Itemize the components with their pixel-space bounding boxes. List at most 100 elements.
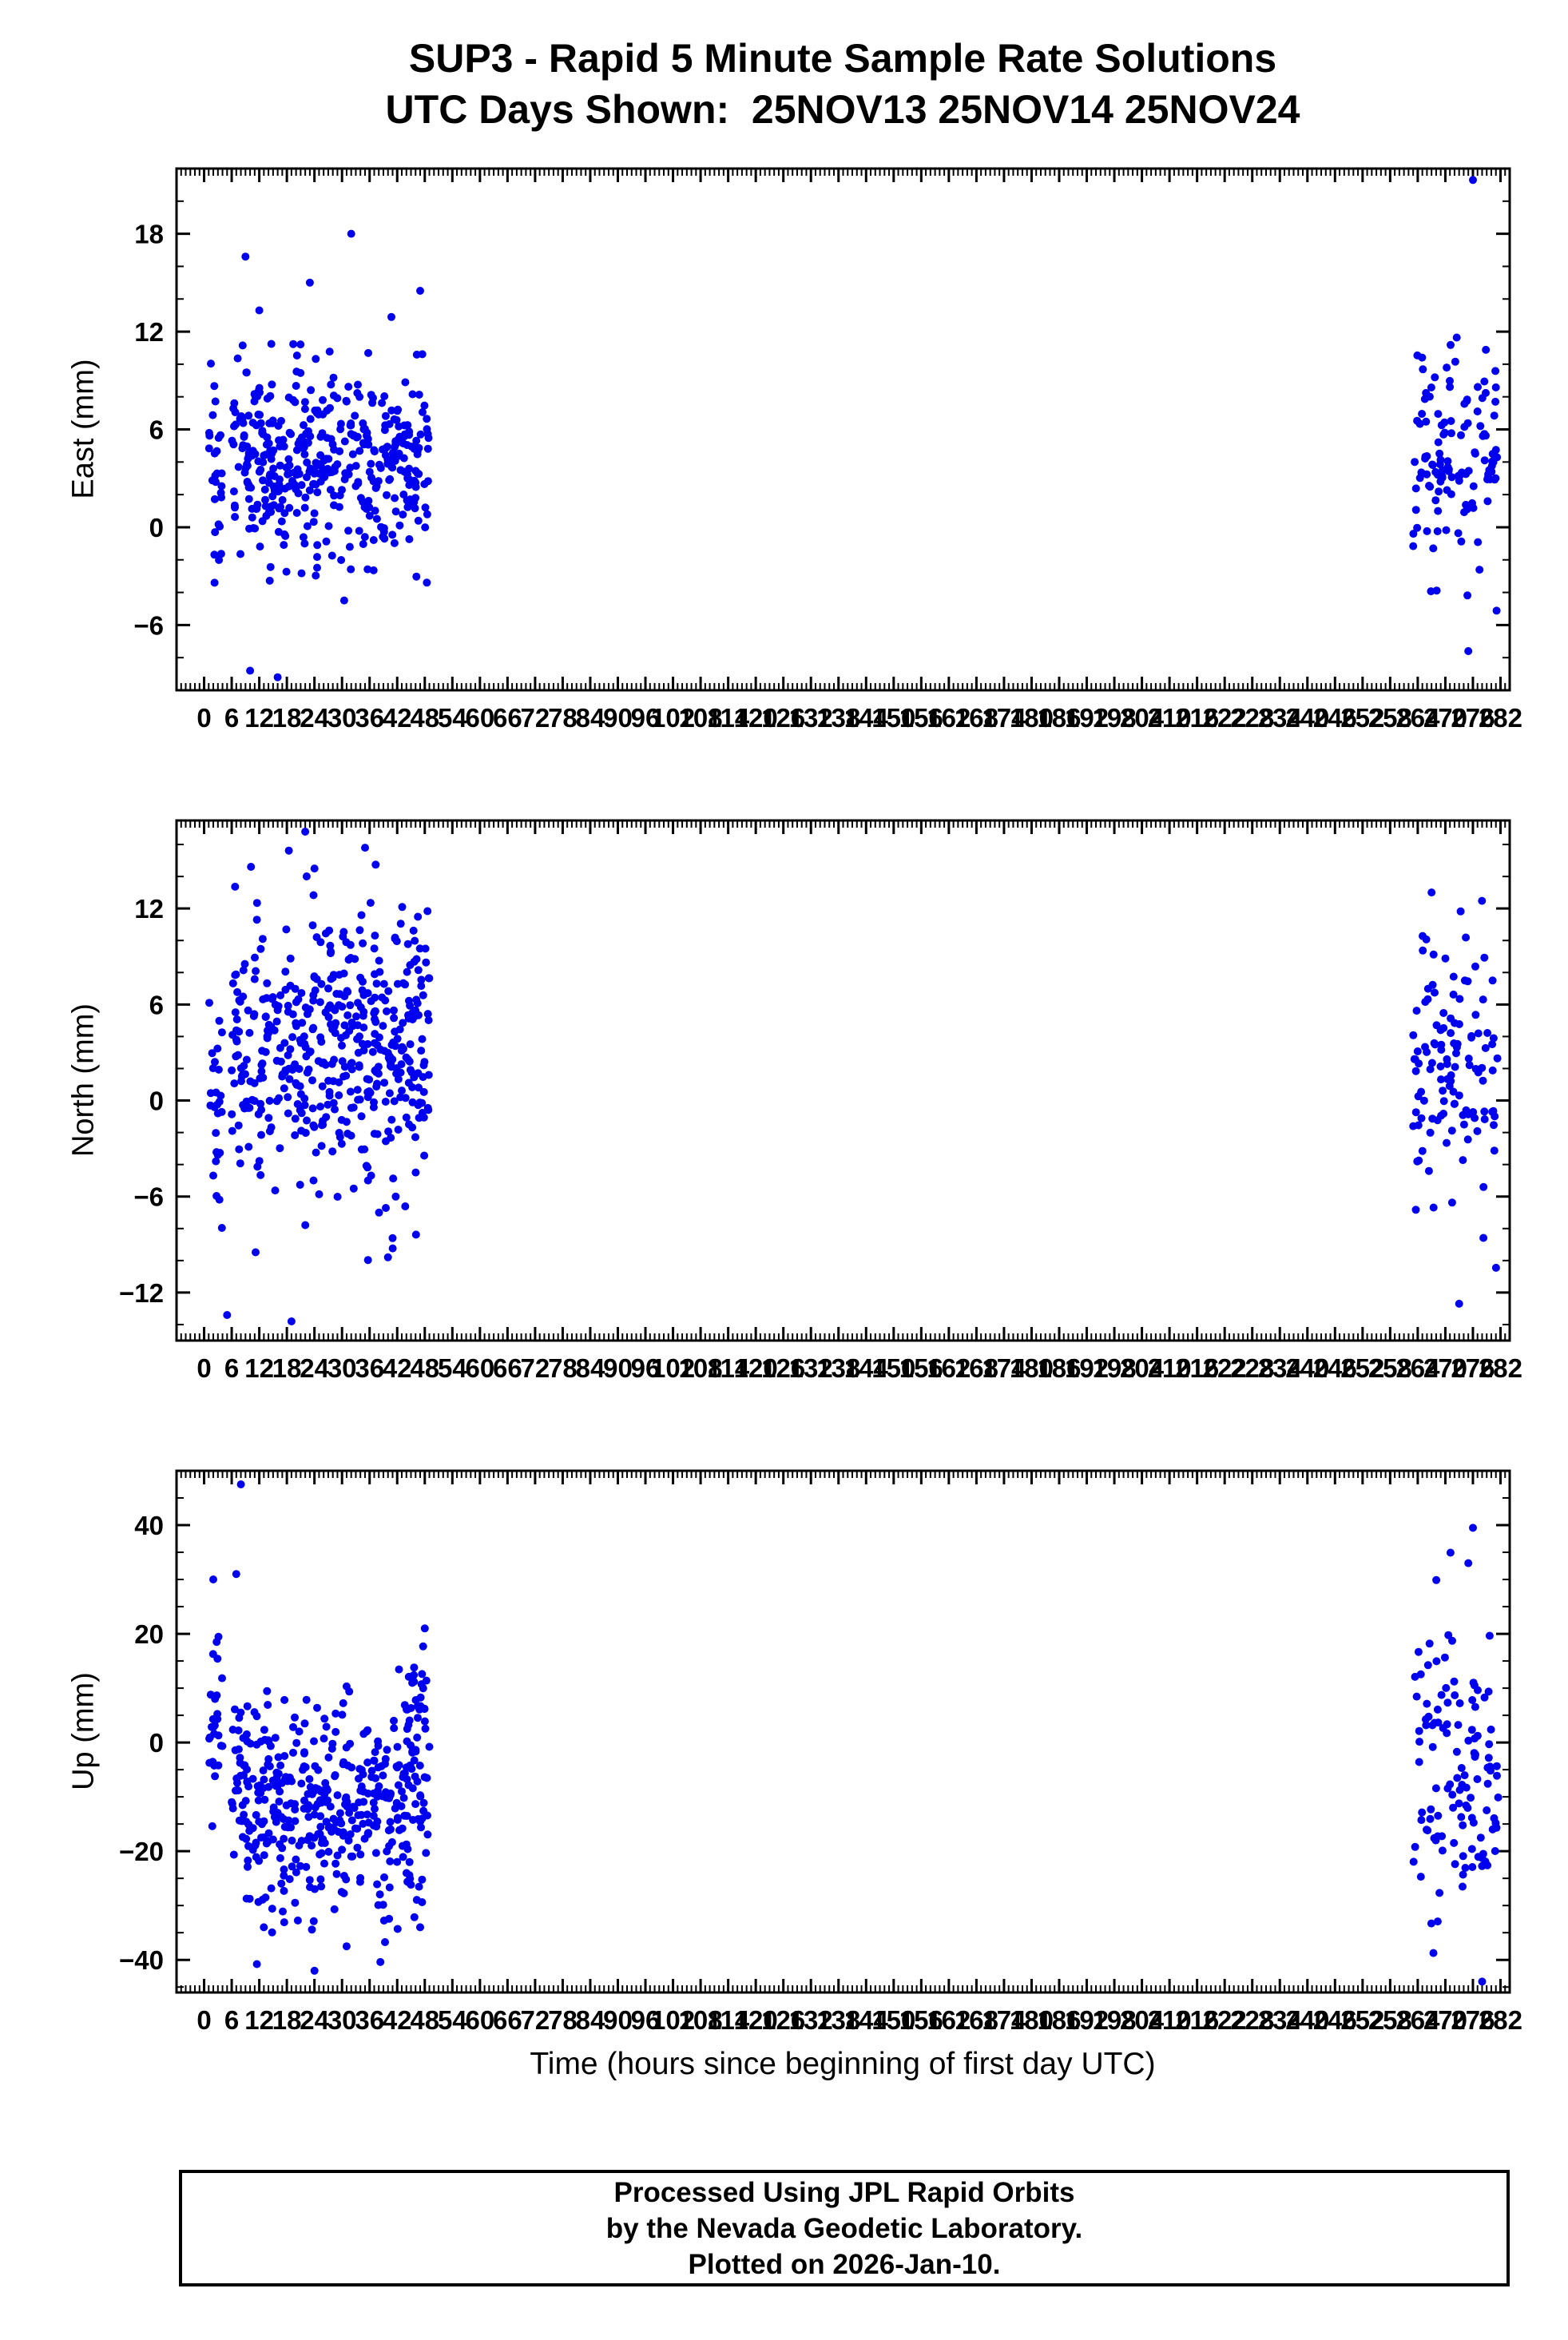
x-tick-label: 18: [272, 1353, 302, 1383]
x-tick-label: 186: [1037, 1353, 1081, 1383]
x-tick-label: 222: [1203, 1353, 1247, 1383]
x-tick-label: 24: [300, 2005, 329, 2035]
north-scatter-points: [205, 828, 1502, 1325]
x-tick-label: 18: [272, 703, 302, 733]
x-tick-label: 186: [1037, 2005, 1081, 2035]
x-tick-label: 114: [707, 2005, 750, 2035]
x-tick-label: 216: [1175, 2005, 1219, 2035]
x-tick-label: 282: [1479, 703, 1522, 733]
x-tick-label: 48: [410, 703, 439, 733]
y-axis-title-east: East (mm): [66, 359, 101, 499]
x-tick-label: 150: [871, 2005, 915, 2035]
y-tick-label: −6: [133, 610, 164, 640]
x-tick-label: 258: [1368, 1353, 1412, 1383]
y-tick-label: −20: [119, 1837, 164, 1866]
x-tick-label: 36: [355, 2005, 384, 2035]
x-tick-label: 168: [955, 1353, 998, 1383]
x-tick-label: 108: [679, 1353, 723, 1383]
x-tick-label: 72: [521, 1353, 550, 1383]
x-tick-label: 210: [1148, 703, 1192, 733]
y-tick-label: 18: [134, 220, 164, 249]
x-tick-label: 78: [548, 1353, 578, 1383]
x-tick-label: 6: [224, 2005, 239, 2035]
x-tick-label: 276: [1451, 703, 1495, 733]
x-tick-label: 12: [244, 1353, 274, 1383]
x-tick-label: 66: [493, 2005, 522, 2035]
x-tick-label: 96: [631, 1353, 661, 1383]
x-tick-label: 108: [679, 2005, 723, 2035]
x-tick-label: 258: [1368, 703, 1412, 733]
x-tick-label: 270: [1423, 1353, 1467, 1383]
x-tick-label: 120: [734, 1353, 778, 1383]
x-tick-label: 168: [955, 2005, 998, 2035]
x-tick-label: 264: [1395, 703, 1440, 733]
x-tick-label: 180: [1010, 2005, 1054, 2035]
y-tick-label: 20: [134, 1619, 164, 1649]
y-tick-label: −6: [133, 1182, 164, 1212]
x-tick-label: 60: [465, 1353, 494, 1383]
east-panel: 0 6 12182430364248546066727884909610210811…: [133, 167, 1522, 733]
x-tick-label: 60: [465, 703, 494, 733]
x-tick-label: 258: [1368, 2005, 1412, 2035]
y-tick-label: 0: [149, 1087, 164, 1116]
x-tick-label: 102: [651, 703, 695, 733]
x-tick-label: 54: [438, 1353, 467, 1383]
x-tick-label: 144: [844, 1353, 889, 1383]
x-tick-label: 192: [1065, 1353, 1109, 1383]
x-tick-label: 264: [1395, 1353, 1440, 1383]
x-tick-label: 246: [1313, 703, 1357, 733]
y-tick-label: 12: [134, 317, 164, 347]
y-tick-label: 40: [134, 1511, 164, 1540]
y-tick-label: 6: [149, 990, 164, 1019]
x-tick-label: 210: [1148, 2005, 1192, 2035]
x-tick-label: 72: [521, 2005, 550, 2035]
x-tick-label: 162: [927, 1353, 971, 1383]
x-tick-label: 132: [789, 703, 833, 733]
y-axis-title-up: Up (mm): [66, 1672, 101, 1790]
x-tick-label: 240: [1285, 703, 1329, 733]
x-tick-label: 276: [1451, 2005, 1495, 2035]
x-tick-label: 174: [982, 703, 1026, 733]
x-tick-label: 84: [576, 703, 605, 733]
x-tick-label: 198: [1093, 2005, 1137, 2035]
x-tick-label: 138: [816, 1353, 860, 1383]
x-tick-label: 156: [899, 1353, 943, 1383]
up-scatter-points: [205, 1480, 1503, 1986]
x-tick-label: 126: [761, 1353, 805, 1383]
figure-subtitle: UTC Days Shown: 25NOV13 25NOV14 25NOV24: [385, 87, 1300, 132]
x-tick-label: 276: [1451, 1353, 1495, 1383]
x-tick-label: 18: [272, 2005, 302, 2035]
x-tick-label: 126: [761, 703, 805, 733]
x-tick-label: 210: [1148, 1353, 1192, 1383]
y-tick-label: 0: [149, 513, 164, 542]
y-tick-label: 12: [134, 894, 164, 924]
x-tick-label: 282: [1479, 1353, 1522, 1383]
x-tick-label: 246: [1313, 2005, 1357, 2035]
x-tick-label: 66: [493, 703, 522, 733]
x-tick-label: 150: [871, 1353, 915, 1383]
x-tick-label: 162: [927, 2005, 971, 2035]
x-tick-label: 96: [631, 703, 661, 733]
x-tick-label: 12: [244, 703, 274, 733]
x-tick-label: 24: [300, 1353, 329, 1383]
x-tick-label: 108: [679, 703, 723, 733]
x-tick-label: 0: [196, 703, 211, 733]
x-tick-label: 54: [438, 2005, 467, 2035]
x-tick-label: 78: [548, 2005, 578, 2035]
x-tick-label: 222: [1203, 2005, 1247, 2035]
x-tick-label: 156: [899, 703, 943, 733]
x-tick-label: 198: [1093, 703, 1137, 733]
x-tick-label: 42: [383, 703, 412, 733]
x-tick-label: 96: [631, 2005, 661, 2035]
x-tick-label: 252: [1340, 2005, 1384, 2035]
x-tick-label: 60: [465, 2005, 494, 2035]
x-tick-label: 102: [651, 1353, 695, 1383]
x-tick-label: 192: [1065, 703, 1109, 733]
x-tick-label: 30: [327, 703, 357, 733]
x-tick-label: 78: [548, 703, 578, 733]
x-tick-label: 66: [493, 1353, 522, 1383]
x-tick-label: 42: [383, 2005, 412, 2035]
x-tick-label: 0: [196, 2005, 211, 2035]
x-tick-label: 114: [707, 1353, 750, 1383]
x-tick-label: 144: [844, 2005, 889, 2035]
